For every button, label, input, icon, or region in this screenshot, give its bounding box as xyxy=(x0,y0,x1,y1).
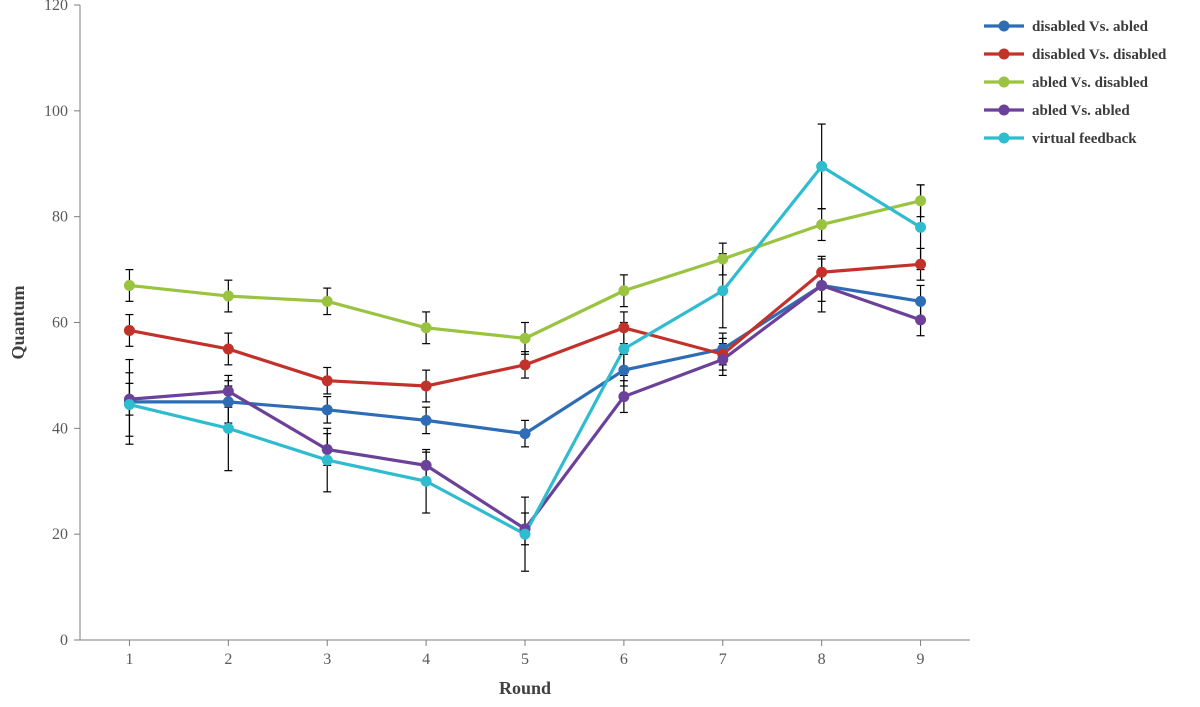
series-marker xyxy=(223,291,234,302)
series-marker xyxy=(915,314,926,325)
y-tick-label: 120 xyxy=(44,0,68,14)
series-marker xyxy=(421,460,432,471)
series-marker xyxy=(915,259,926,270)
series-marker xyxy=(618,391,629,402)
series-marker xyxy=(618,343,629,354)
series-marker xyxy=(618,365,629,376)
x-tick-label: 2 xyxy=(224,651,232,668)
series-marker xyxy=(816,280,827,291)
series-marker xyxy=(322,375,333,386)
legend-item: abled Vs. disabled xyxy=(984,75,1149,91)
series-marker xyxy=(520,359,531,370)
legend-item: disabled Vs. abled xyxy=(984,19,1149,35)
series-marker xyxy=(421,476,432,487)
x-tick-label: 1 xyxy=(125,651,133,668)
series-marker xyxy=(816,161,827,172)
series-marker xyxy=(421,322,432,333)
series-marker xyxy=(520,333,531,344)
legend-label: disabled Vs. disabled xyxy=(1032,47,1167,63)
series-marker xyxy=(915,296,926,307)
line-chart: 0 20 40 60 80 100 120 1 2 3 4 5 6 7 8 9 Quantum Round disa… xyxy=(0,0,1200,707)
series-marker xyxy=(223,423,234,434)
series-marker xyxy=(124,280,135,291)
chart-container: 0 20 40 60 80 100 120 1 2 3 4 5 6 7 8 9 Quantum Round disa… xyxy=(0,0,1200,707)
series-marker xyxy=(223,343,234,354)
x-tick-label: 3 xyxy=(323,651,331,668)
x-tick-label: 7 xyxy=(719,651,727,668)
series-marker xyxy=(124,399,135,410)
x-axis-label: Round xyxy=(499,678,551,698)
series-marker xyxy=(322,455,333,466)
x-tick-label: 6 xyxy=(620,651,628,668)
y-tick-label: 40 xyxy=(52,420,68,437)
series-marker xyxy=(223,386,234,397)
series-marker xyxy=(618,322,629,333)
legend-marker xyxy=(999,49,1010,60)
legend-item: virtual feedback xyxy=(984,131,1137,147)
series-line xyxy=(129,201,920,339)
x-tick-label: 4 xyxy=(422,651,430,668)
series-marker xyxy=(223,396,234,407)
series-marker xyxy=(322,296,333,307)
series-marker xyxy=(915,195,926,206)
legend-marker xyxy=(999,21,1010,32)
series-marker xyxy=(717,354,728,365)
legend-item: abled Vs. abled xyxy=(984,103,1130,119)
series-marker xyxy=(322,444,333,455)
series-marker xyxy=(717,254,728,265)
y-tick-label: 0 xyxy=(60,632,68,649)
x-tick-label: 8 xyxy=(818,651,826,668)
y-tick-label: 100 xyxy=(44,103,68,120)
series-marker xyxy=(816,267,827,278)
x-tick-label: 5 xyxy=(521,651,529,668)
legend-label: disabled Vs. abled xyxy=(1032,19,1149,35)
series-marker xyxy=(322,404,333,415)
series-marker xyxy=(124,325,135,336)
legend-marker xyxy=(999,77,1010,88)
y-tick-label: 80 xyxy=(52,209,68,226)
series-marker xyxy=(520,428,531,439)
y-tick-label: 20 xyxy=(52,526,68,543)
series-marker xyxy=(421,381,432,392)
series-marker xyxy=(717,285,728,296)
y-axis-label: Quantum xyxy=(8,285,28,359)
series-marker xyxy=(816,219,827,230)
legend-label: virtual feedback xyxy=(1032,131,1137,147)
legend-marker xyxy=(999,105,1010,116)
series-marker xyxy=(618,285,629,296)
series-marker xyxy=(421,415,432,426)
legend-label: abled Vs. disabled xyxy=(1032,75,1149,91)
series-marker xyxy=(915,222,926,233)
x-tick-label: 9 xyxy=(917,651,925,668)
legend-label: abled Vs. abled xyxy=(1032,103,1130,119)
legend-marker xyxy=(999,133,1010,144)
legend-item: disabled Vs. disabled xyxy=(984,47,1167,63)
y-tick-label: 60 xyxy=(52,315,68,332)
series-marker xyxy=(520,529,531,540)
